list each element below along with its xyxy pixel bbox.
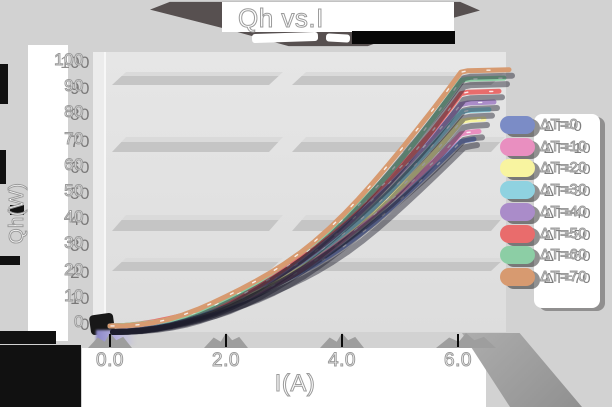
legend-swatch (500, 159, 535, 178)
legend-label: ΔT=30 (540, 181, 588, 199)
gridline-slab (112, 215, 283, 231)
x-label-backdrop (82, 348, 486, 407)
curve-ΔT=70 (107, 67, 512, 329)
legend-swatch (500, 137, 535, 156)
y-tick-label: 50 (64, 181, 84, 201)
page-title: Qh vs.I (238, 3, 324, 34)
y-axis-band (93, 52, 106, 332)
y-tick-label: 100 (54, 50, 84, 70)
x-tick-line (109, 334, 111, 347)
y-tick-label: 30 (64, 233, 84, 253)
legend-swatch (500, 181, 535, 200)
legend-swatch (500, 116, 535, 134)
y-tick-label: 40 (64, 207, 84, 227)
curve-shadow-ΔT=50 (110, 94, 505, 335)
shadow-smudge (0, 256, 20, 265)
legend-label: ΔT=50 (540, 224, 588, 242)
gridline-slab (292, 258, 505, 271)
title-remnant (325, 33, 351, 43)
legend-label: ΔT=70 (540, 267, 588, 285)
y-tick-label: 20 (64, 259, 84, 279)
legend-swatch (500, 224, 535, 243)
gridline-slab (112, 258, 283, 271)
shadow-smudge (0, 150, 6, 184)
y-tick-label: 80 (64, 102, 84, 122)
legend-label: ΔT=60 (540, 246, 588, 264)
x-tick-label: 6.0 (444, 350, 472, 372)
legend-swatch (500, 267, 535, 286)
gridline-slab (112, 72, 283, 85)
curve-shadow-ΔT=20 (110, 122, 490, 335)
title-shadow-bar (352, 31, 455, 44)
legend-swatch (500, 246, 535, 265)
curve-shadow-ΔT=40 (110, 105, 500, 335)
x-tick-line (341, 334, 343, 347)
x-tick-label: 2.0 (212, 350, 240, 372)
y-tick-label: 70 (64, 128, 84, 148)
shadow-smudge (0, 64, 8, 104)
x-tick-label: 4.0 (328, 350, 356, 372)
curve-shadow-ΔT=10 (110, 134, 485, 335)
x-tick-line (457, 334, 459, 347)
y-tick-label: 10 (64, 285, 84, 305)
y-tick-label: 60 (64, 154, 84, 174)
legend-label: ΔT=10 (540, 137, 588, 155)
y-tick-label: 90 (64, 76, 84, 96)
x-tick-line (225, 334, 227, 347)
shadow-smudge (10, 205, 24, 215)
y-tick-label: 0 (74, 312, 84, 332)
curve-shadow-ΔT=30 (110, 112, 495, 335)
legend-box (534, 114, 600, 308)
y-axis-line (104, 52, 106, 332)
title-backdrop (222, 2, 454, 32)
legend-label: ΔT=40 (540, 202, 588, 220)
legend-label: ΔT=0 (540, 116, 579, 134)
shadow-smudge (0, 345, 81, 407)
curve-shadow-ΔT=70 (110, 72, 515, 335)
legend-label: ΔT=20 (540, 159, 588, 177)
curve-shadow-ΔT=0 (110, 142, 480, 335)
x-axis-title: I(A) (274, 370, 316, 398)
x-tick-label: 0.0 (96, 350, 124, 372)
curve-shadow-ΔT=60 (110, 81, 510, 335)
y-label-backdrop (28, 45, 68, 341)
y-axis-title: Qh(W) (6, 182, 29, 244)
gridline-slab (112, 137, 283, 152)
legend-swatch (500, 202, 535, 221)
shadow-smudge (0, 331, 56, 344)
